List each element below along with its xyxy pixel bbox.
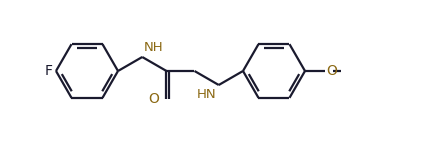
- Text: O: O: [149, 92, 160, 106]
- Text: O: O: [327, 64, 338, 78]
- Text: F: F: [45, 64, 53, 78]
- Text: HN: HN: [197, 88, 217, 101]
- Text: NH: NH: [144, 41, 164, 54]
